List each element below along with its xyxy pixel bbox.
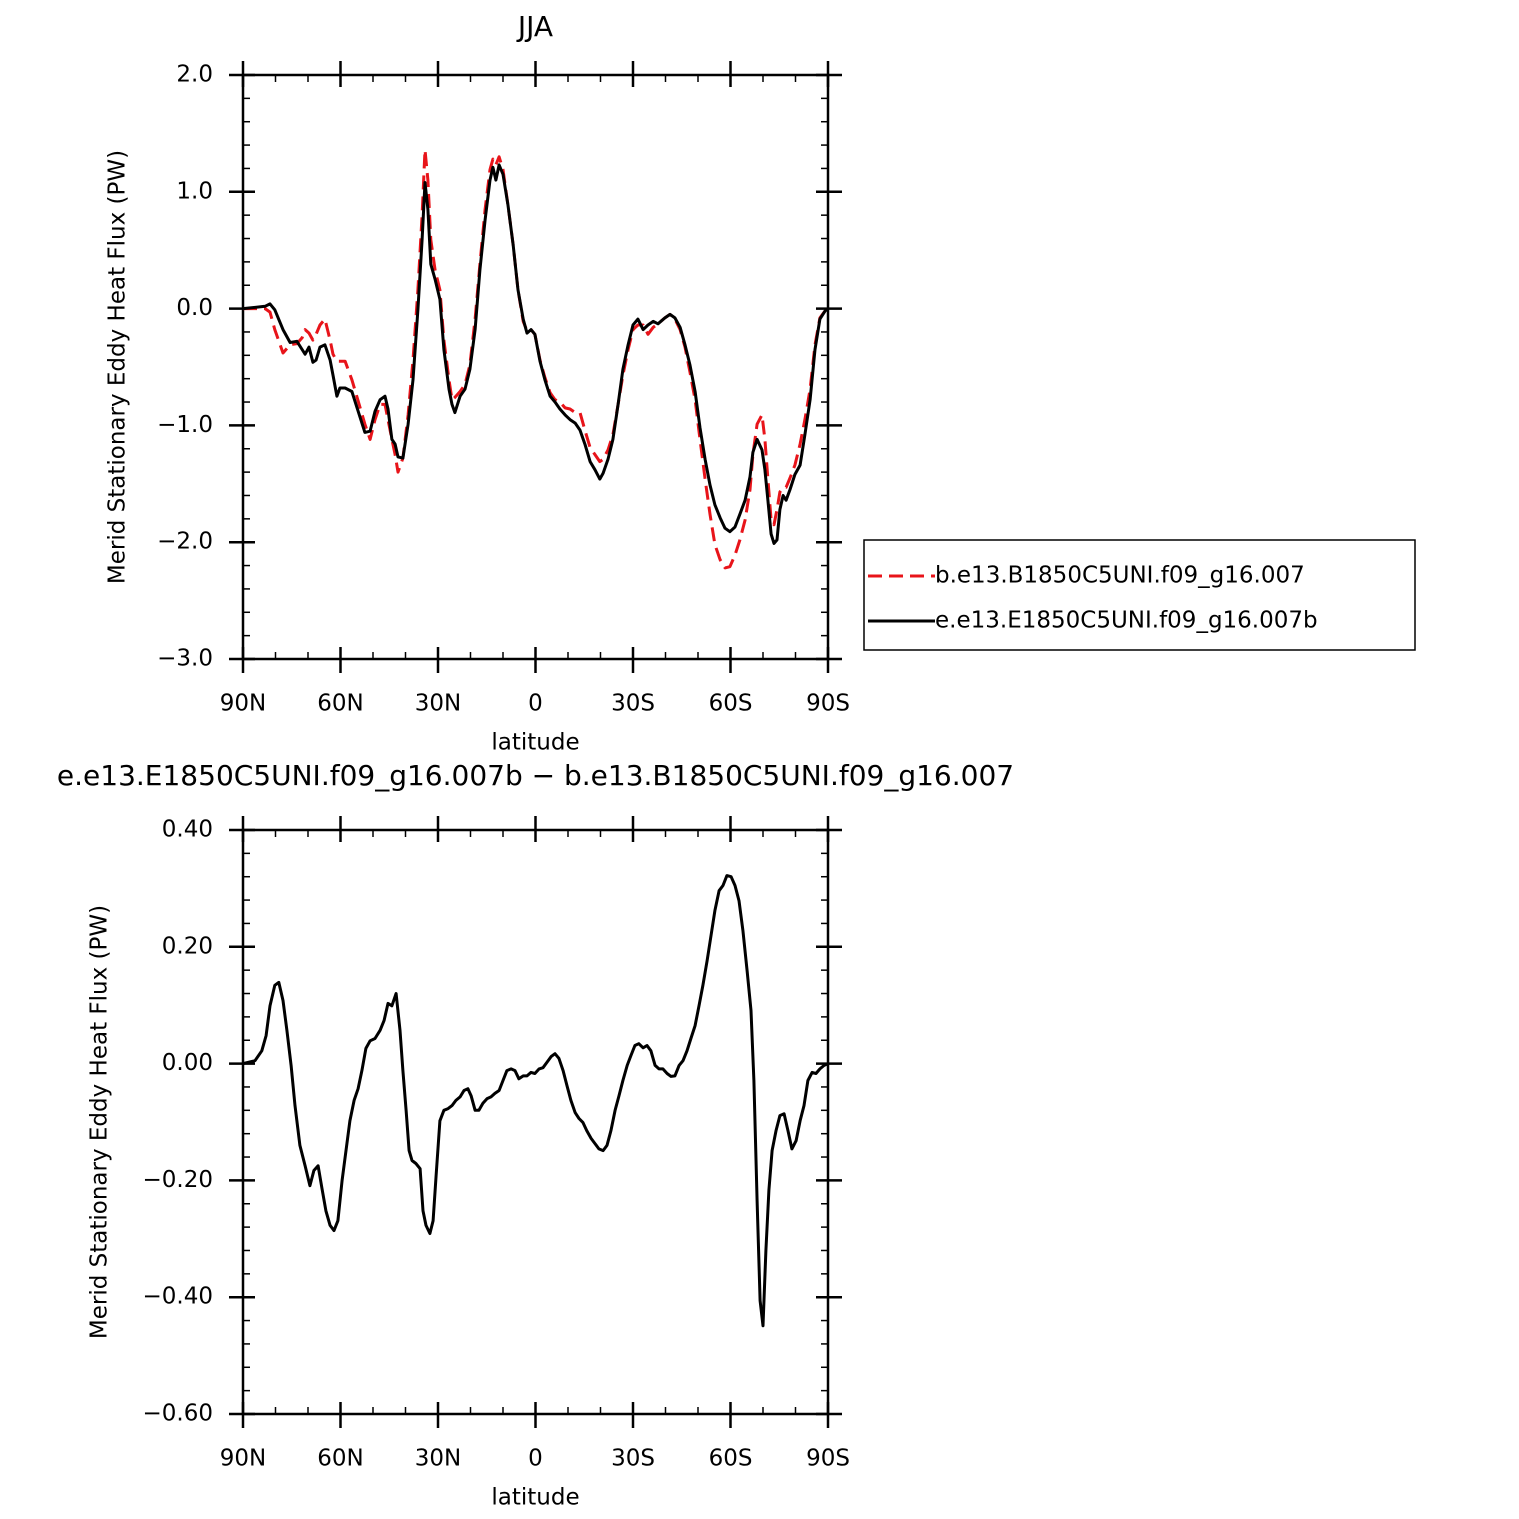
x-tick-label: 0 (528, 691, 543, 717)
x-tick-label: 30N (415, 1446, 461, 1472)
x-tick-label: 60N (317, 1446, 363, 1472)
y-tick-label: 2.0 (176, 62, 213, 88)
x-axis-label: latitude (491, 1485, 579, 1511)
x-tick-label: 60S (709, 1446, 753, 1472)
legend-label: e.e13.E1850C5UNI.f09_g16.007b (935, 608, 1318, 634)
x-tick-label: 90N (220, 691, 266, 717)
y-tick-label: −3.0 (157, 646, 213, 672)
x-tick-label: 30S (611, 1446, 655, 1472)
plot-frame (241, 73, 830, 661)
x-tick-label: 60S (709, 691, 753, 717)
y-tick-label: 0.20 (162, 933, 213, 959)
y-tick-label: 0.00 (162, 1050, 213, 1076)
y-tick-label: −0.40 (143, 1284, 213, 1310)
y-tick-label: 0.0 (176, 295, 213, 321)
data-line (242, 874, 829, 1328)
y-tick-label: −0.60 (143, 1401, 213, 1427)
x-tick-label: 90S (806, 691, 850, 717)
y-tick-label: −1.0 (157, 412, 213, 438)
y-axis-label: Merid Stationary Eddy Heat Flux (PW) (87, 905, 113, 1339)
legend-box (863, 539, 1416, 651)
x-tick-label: 90N (220, 1446, 266, 1472)
y-axis-label: Merid Stationary Eddy Heat Flux (PW) (105, 150, 131, 584)
y-tick-label: 0.40 (162, 817, 213, 843)
chart-title: JJA (516, 10, 553, 43)
data-line (242, 163, 829, 545)
x-tick-label: 0 (528, 1446, 543, 1472)
y-tick-label: 1.0 (176, 178, 213, 204)
legend-label: b.e13.B1850C5UNI.f09_g16.007 (935, 563, 1305, 589)
plot-frame (241, 828, 830, 1416)
x-axis-label: latitude (491, 730, 579, 756)
y-tick-label: −0.20 (143, 1167, 213, 1193)
y-tick-label: −2.0 (157, 529, 213, 555)
x-tick-label: 60N (317, 691, 363, 717)
x-tick-label: 30S (611, 691, 655, 717)
chart-title: e.e13.E1850C5UNI.f09_g16.007b − b.e13.B1… (57, 759, 1014, 792)
x-tick-label: 90S (806, 1446, 850, 1472)
x-tick-label: 30N (415, 691, 461, 717)
